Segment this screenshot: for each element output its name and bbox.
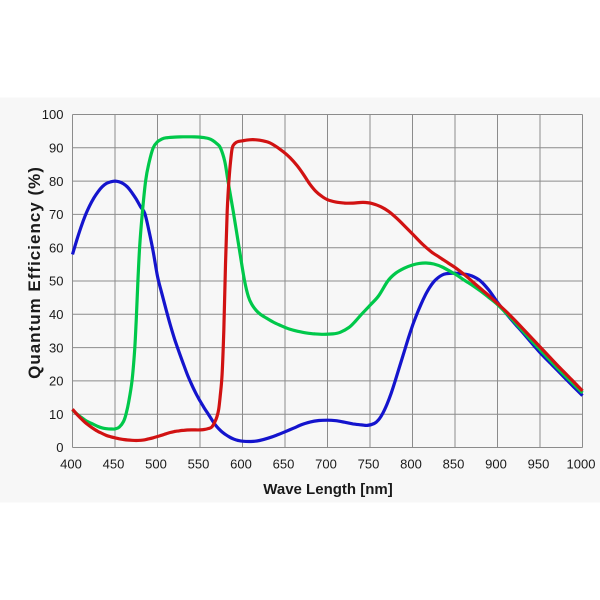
svg-text:70: 70 — [49, 207, 63, 222]
svg-text:50: 50 — [49, 274, 63, 289]
svg-text:0: 0 — [56, 440, 63, 455]
svg-text:900: 900 — [485, 457, 507, 472]
svg-text:30: 30 — [49, 340, 63, 355]
svg-text:550: 550 — [188, 457, 210, 472]
svg-text:600: 600 — [230, 457, 252, 472]
svg-text:500: 500 — [145, 457, 167, 472]
svg-text:400: 400 — [60, 457, 82, 472]
svg-text:700: 700 — [315, 457, 337, 472]
svg-text:80: 80 — [49, 174, 63, 189]
svg-text:1000: 1000 — [567, 457, 596, 472]
svg-text:950: 950 — [528, 457, 550, 472]
svg-text:90: 90 — [49, 141, 63, 156]
svg-text:Quantum Efficiency (%): Quantum Efficiency (%) — [25, 166, 44, 379]
svg-text:40: 40 — [49, 307, 63, 322]
svg-text:60: 60 — [49, 240, 63, 255]
svg-text:800: 800 — [400, 457, 422, 472]
svg-text:650: 650 — [273, 457, 295, 472]
svg-text:Wave Length [nm]: Wave Length [nm] — [263, 481, 392, 498]
svg-text:20: 20 — [49, 374, 63, 389]
svg-text:850: 850 — [443, 457, 465, 472]
svg-text:450: 450 — [103, 457, 125, 472]
svg-text:10: 10 — [49, 407, 63, 422]
svg-text:100: 100 — [42, 107, 64, 122]
svg-text:750: 750 — [358, 457, 380, 472]
